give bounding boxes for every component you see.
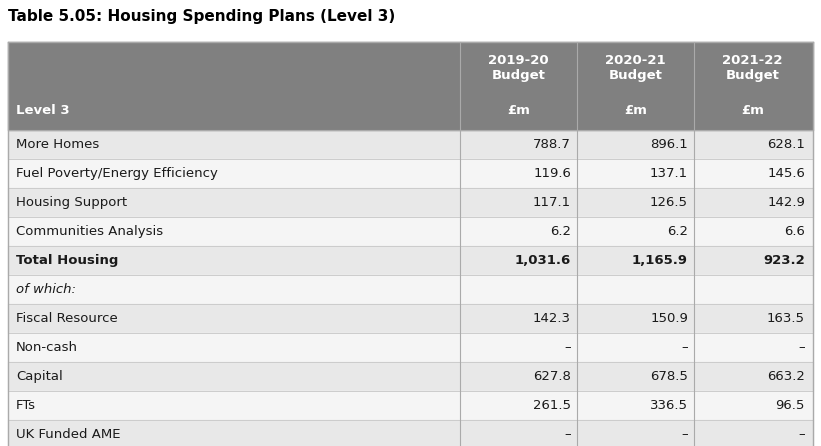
Text: Non-cash: Non-cash [16,341,78,354]
Text: 96.5: 96.5 [776,399,805,412]
Text: Table 5.05: Housing Spending Plans (Level 3): Table 5.05: Housing Spending Plans (Leve… [8,8,395,24]
Text: Housing Support: Housing Support [16,196,127,209]
Text: Level 3: Level 3 [16,103,70,116]
Text: of which:: of which: [16,283,76,296]
Text: 1,031.6: 1,031.6 [515,254,571,267]
Text: £m: £m [507,103,530,116]
Text: Budget: Budget [608,70,663,83]
Text: Fuel Poverty/Energy Efficiency: Fuel Poverty/Energy Efficiency [16,167,218,180]
Text: UK Funded AME: UK Funded AME [16,428,121,441]
Text: –: – [681,341,688,354]
Text: 163.5: 163.5 [767,312,805,325]
Text: 126.5: 126.5 [650,196,688,209]
Text: 2021-22: 2021-22 [722,54,782,66]
Text: –: – [564,341,571,354]
Text: More Homes: More Homes [16,138,99,151]
Text: 1,165.9: 1,165.9 [632,254,688,267]
Text: –: – [681,428,688,441]
Text: 145.6: 145.6 [767,167,805,180]
Text: £m: £m [741,103,764,116]
Text: 261.5: 261.5 [533,399,571,412]
Text: 336.5: 336.5 [650,399,688,412]
Text: –: – [798,428,805,441]
Text: Fiscal Resource: Fiscal Resource [16,312,117,325]
Text: 6.2: 6.2 [550,225,571,238]
Text: Communities Analysis: Communities Analysis [16,225,163,238]
Text: 150.9: 150.9 [650,312,688,325]
Text: 6.6: 6.6 [784,225,805,238]
Text: Total Housing: Total Housing [16,254,118,267]
Text: 119.6: 119.6 [533,167,571,180]
Text: 2019-20: 2019-20 [488,54,548,66]
Text: 627.8: 627.8 [533,370,571,383]
Text: 137.1: 137.1 [650,167,688,180]
Text: 117.1: 117.1 [533,196,571,209]
Text: Capital: Capital [16,370,62,383]
Text: 663.2: 663.2 [767,370,805,383]
Text: 6.2: 6.2 [667,225,688,238]
Text: 896.1: 896.1 [650,138,688,151]
Text: 923.2: 923.2 [764,254,805,267]
Text: –: – [798,341,805,354]
Text: 788.7: 788.7 [533,138,571,151]
Text: £m: £m [624,103,647,116]
Text: Budget: Budget [726,70,779,83]
Text: 2020-21: 2020-21 [605,54,666,66]
Text: –: – [564,428,571,441]
Text: 142.9: 142.9 [767,196,805,209]
Text: FTs: FTs [16,399,36,412]
Text: 678.5: 678.5 [650,370,688,383]
Text: 142.3: 142.3 [533,312,571,325]
Text: Budget: Budget [492,70,545,83]
Text: 628.1: 628.1 [767,138,805,151]
